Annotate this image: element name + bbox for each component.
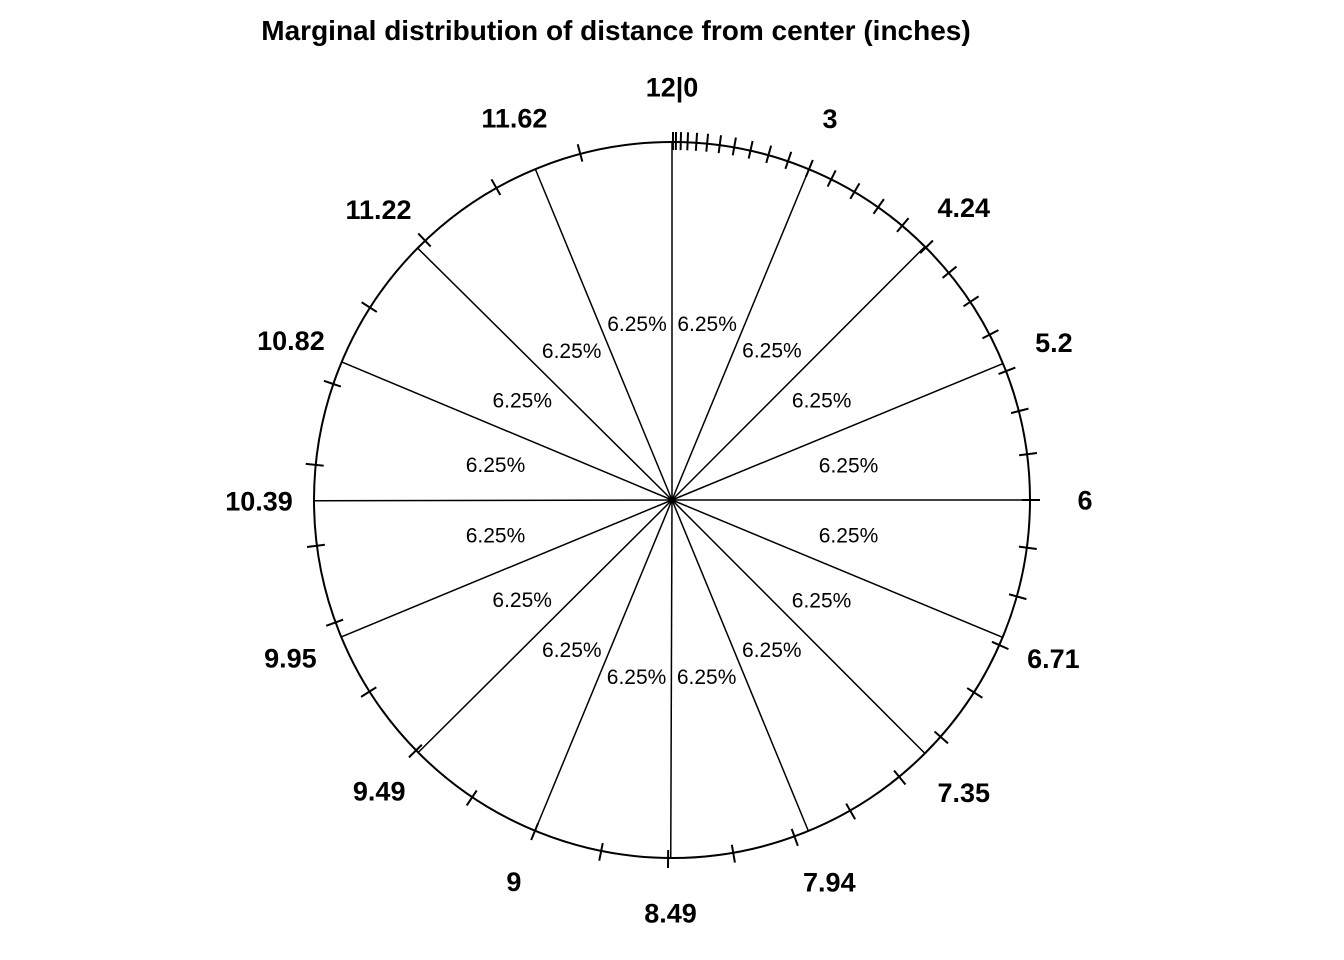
boundary-label: 7.35 [937, 778, 990, 808]
boundary-label: 5.2 [1035, 328, 1073, 358]
radial-line [670, 499, 673, 859]
radial-line [671, 362, 1004, 501]
tick-mark [323, 379, 342, 388]
slice-label: 6.25% [742, 340, 802, 363]
tick-mark [686, 132, 690, 151]
tick-mark [717, 135, 723, 154]
tick-mark [694, 132, 699, 151]
slice-label: 6.25% [492, 589, 552, 612]
radial-line [341, 361, 673, 501]
boundary-label: 10.39 [225, 486, 293, 516]
tick-mark [325, 618, 344, 627]
radial-line [417, 247, 673, 501]
radial-line [671, 499, 926, 754]
tick-mark [893, 769, 907, 786]
tick-mark [784, 151, 793, 170]
tick-mark [896, 217, 910, 233]
tick-mark [490, 178, 502, 196]
radial-line [671, 246, 926, 501]
boundary-label: 9.95 [264, 643, 317, 673]
radial-line [340, 499, 673, 638]
boundary-label: 9.49 [353, 777, 406, 807]
tick-mark [576, 144, 584, 162]
tick-mark [849, 182, 861, 200]
radial-line [417, 499, 673, 754]
boundary-label: 9 [506, 867, 521, 897]
slice-label: 6.25% [742, 639, 802, 662]
tick-mark [306, 543, 325, 549]
slice-label: 6.25% [466, 454, 526, 477]
boundary-label: 6 [1077, 485, 1092, 515]
slice-label: 6.25% [542, 639, 602, 662]
tick-mark [845, 803, 856, 820]
slice-label: 6.25% [466, 525, 526, 548]
slice-label: 6.25% [492, 389, 552, 412]
tick-mark [361, 301, 378, 313]
boundary-label: 3 [823, 104, 838, 134]
chart-title: Marginal distribution of distance from c… [261, 15, 970, 46]
boundary-label: 4.24 [937, 193, 990, 223]
tick-mark [598, 842, 604, 861]
radial-line [671, 499, 1003, 639]
boundary-label: 11.22 [346, 195, 412, 225]
tick-mark [941, 265, 958, 279]
tick-mark [790, 828, 799, 847]
tick-mark [417, 232, 432, 248]
boundary-label: 10.82 [257, 326, 325, 356]
tick-mark [730, 844, 736, 863]
slice-label: 6.25% [677, 313, 737, 336]
slice-label: 6.25% [792, 590, 852, 613]
tick-mark [747, 140, 754, 159]
radial-line [313, 499, 673, 502]
slice-label: 6.25% [607, 666, 667, 689]
boundary-label: 12|0 [646, 72, 699, 102]
slice-label: 6.25% [792, 389, 852, 412]
tick-mark [966, 687, 983, 699]
radial-line [671, 168, 810, 501]
radial-line [534, 499, 673, 832]
slice-label: 6.25% [819, 525, 879, 548]
radial-line [534, 168, 673, 501]
boundary-label: 6.71 [1027, 644, 1080, 674]
tick-mark [360, 686, 377, 698]
circle-outline [313, 141, 1031, 859]
slice-label: 6.25% [607, 313, 667, 336]
boundary-label: 7.94 [803, 867, 856, 897]
radial-line [671, 499, 810, 832]
tick-mark [1008, 593, 1027, 601]
chart-body: 6.25%6.25%6.25%6.25%6.25%6.25%6.25%6.25%… [225, 72, 1092, 928]
slice-label: 6.25% [677, 666, 737, 689]
slice-label: 6.25% [819, 454, 879, 477]
boundary-label: 8.49 [644, 898, 697, 928]
tick-mark [1018, 545, 1037, 551]
slice-label: 6.25% [542, 340, 602, 363]
boundary-label: 11.62 [481, 104, 547, 134]
tick-mark [765, 145, 773, 164]
